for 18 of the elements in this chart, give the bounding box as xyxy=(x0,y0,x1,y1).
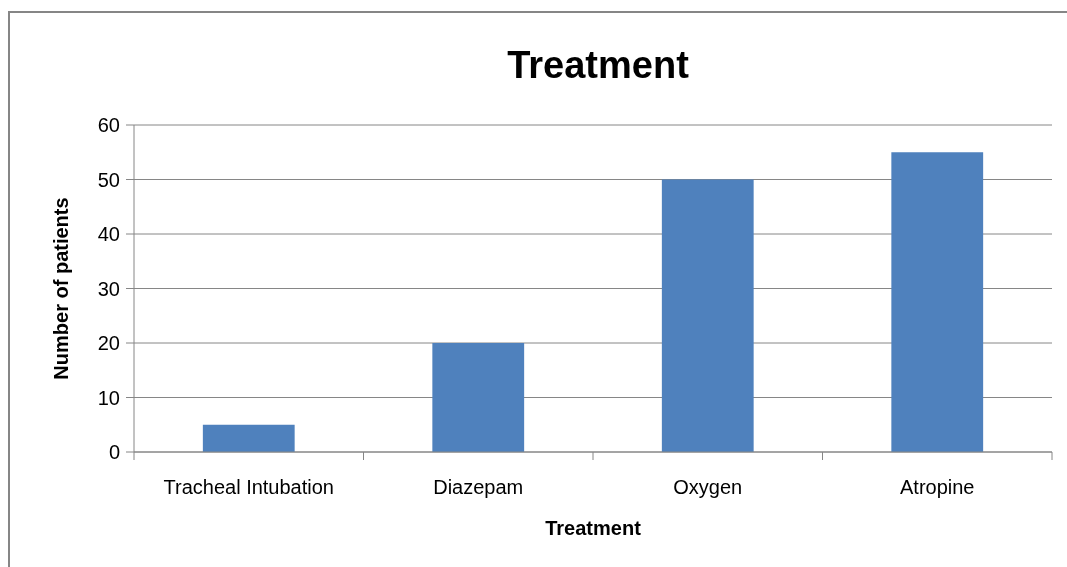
x-axis-title: Treatment xyxy=(545,517,642,539)
y-tick-label: 40 xyxy=(97,223,120,245)
y-axis-title: Number of patients xyxy=(50,197,72,380)
bar xyxy=(891,152,984,452)
x-tick-label: Oxygen xyxy=(673,476,743,498)
y-tick-label: 20 xyxy=(97,332,120,354)
y-tick-label: 0 xyxy=(108,441,120,463)
y-tick-label: 50 xyxy=(97,168,120,191)
bar xyxy=(202,424,295,452)
bar xyxy=(661,179,754,452)
y-tick-label: 10 xyxy=(97,386,120,409)
bar xyxy=(432,343,525,452)
chart-title: Treatment xyxy=(507,44,690,86)
x-tick-label: Atropine xyxy=(900,476,975,498)
y-tick-label: 30 xyxy=(97,277,120,300)
y-tick-label: 60 xyxy=(97,114,120,136)
x-tick-label: Tracheal Intubation xyxy=(163,476,334,498)
x-tick-label: Diazepam xyxy=(433,476,524,498)
